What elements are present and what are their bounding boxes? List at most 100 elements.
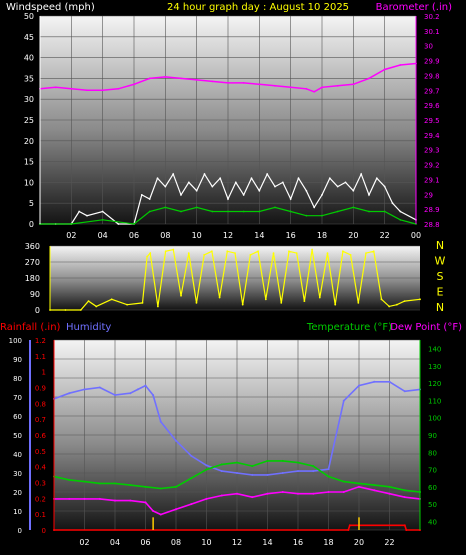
humidity-point [144, 384, 147, 387]
barometer-point [399, 64, 402, 66]
rainfall-line [54, 524, 420, 531]
wind-avg-line [40, 206, 417, 225]
wind-panel-grid [40, 15, 417, 225]
temperature-tick-labels: 40 50 60 70 80 90 100 110 120 130 140 [428, 346, 441, 527]
graph-title: 24 hour graph day : August 10 2025 [167, 2, 349, 13]
wind-speed-point [117, 223, 120, 225]
wind-panel-series [39, 62, 417, 225]
temperature-point [358, 482, 360, 485]
hour-tick: 10 [201, 538, 211, 547]
wind-avg-point [180, 210, 182, 213]
dew-point-point [297, 492, 299, 495]
dew-point-point [251, 496, 254, 499]
barometer-axis-title: Barometer (.in) [376, 2, 452, 13]
direction-tick-labels: 0 90 180 270 360 [25, 242, 40, 315]
temperature-point [205, 468, 208, 471]
rainfall-point [403, 524, 406, 527]
hour-tick: 06 [129, 231, 139, 240]
rainfall-tick: 1.2 [35, 337, 46, 345]
wind-direction-point [149, 252, 152, 255]
dew-point-point [98, 497, 101, 500]
humidity-tick: 100 [9, 337, 22, 345]
hour-tick: 08 [171, 538, 181, 547]
humidity-point [236, 472, 238, 474]
barometer-point [195, 78, 198, 81]
wind-speed-point [234, 181, 237, 184]
barometer-tick: 29.1 [424, 176, 440, 184]
wind-speed-point [164, 185, 167, 188]
wind-speed-point [211, 185, 214, 188]
windspeed-tick: 5 [29, 199, 34, 208]
wind-speed-point [368, 193, 370, 196]
wind-avg-point [133, 223, 135, 225]
rainfall-point [405, 529, 408, 531]
wind-direction-point [126, 303, 128, 306]
humidity-point [136, 388, 139, 391]
hour-tick: 00 [411, 231, 421, 240]
hour-tick: 08 [160, 231, 170, 240]
temperature-tick: 50 [428, 501, 437, 509]
windspeed-tick: 50 [24, 12, 34, 21]
wind-speed-point [391, 202, 394, 205]
dewpoint-axis-title: Dew Point (°F) [390, 322, 462, 333]
rainfall-tick: 0.7 [35, 416, 46, 424]
temperature-point [68, 478, 71, 481]
wind-speed-point [383, 185, 386, 188]
wind-avg-point [399, 218, 402, 221]
humidity-tick: 90 [13, 356, 22, 364]
dew-point-point [114, 499, 116, 502]
wind-direction-point [372, 250, 375, 253]
humidity-point [114, 394, 116, 397]
temperature-point [297, 461, 299, 464]
wind-direction-point [326, 252, 329, 255]
hour-tick: 18 [323, 538, 333, 547]
temperature-point [98, 482, 101, 485]
barometer-line [39, 62, 417, 93]
humidity-point [327, 468, 330, 471]
wind-direction-point [164, 250, 167, 253]
barometer-point [274, 84, 276, 87]
wind-speed-point [187, 181, 190, 184]
rainfall-tick-labels: 0 0.1 0.2 0.3 0.4 0.5 0.6 0.7 0.8 0.9 1 1.1 1.2 [35, 337, 47, 535]
barometer-tick: 30 [424, 43, 433, 51]
humidity-tick: 40 [13, 451, 22, 459]
barometer-point [148, 77, 151, 80]
wind-avg-point [289, 210, 292, 213]
wind-avg-point [258, 210, 261, 213]
wind-speed-point [250, 177, 253, 180]
barometer-point [227, 81, 229, 84]
wind-direction-point [403, 300, 406, 303]
wind-direction-point [349, 253, 352, 256]
rainfall-tick: 0.5 [35, 448, 46, 456]
wind-direction-point [280, 301, 283, 304]
humidity-point [312, 470, 315, 473]
hour-tick: 18 [317, 231, 327, 240]
wind-direction-point [172, 248, 175, 251]
windspeed-tick: 40 [24, 54, 34, 63]
rainfall-tick: 0 [42, 527, 46, 535]
wind-direction-point [395, 303, 398, 306]
wind-avg-point [242, 210, 245, 213]
wind-speed-point [297, 177, 300, 180]
temperature-point [159, 487, 162, 490]
dew-point-point [159, 513, 162, 516]
barometer-tick: 29.3 [424, 147, 440, 155]
temperature-tick: 60 [428, 484, 437, 492]
dew-point-point [175, 508, 177, 511]
wind-speed-point [399, 210, 402, 213]
wind-avg-point [227, 210, 229, 213]
hour-tick: 14 [254, 231, 264, 240]
temperature-point [144, 485, 147, 488]
dew-point-point [83, 497, 86, 500]
humidity-point [152, 394, 155, 397]
dew-point-line [54, 485, 421, 516]
barometer-point [180, 77, 182, 80]
compass-label: N [436, 239, 444, 252]
humidity-tick: 30 [13, 470, 22, 478]
temperature-point [342, 480, 345, 483]
wind-avg-point [195, 206, 198, 209]
rainfall-tick: 0.3 [35, 480, 46, 488]
barometer-tick: 28.8 [424, 221, 440, 229]
wind-speed-point [344, 181, 347, 184]
temperature-tick: 130 [428, 363, 441, 371]
